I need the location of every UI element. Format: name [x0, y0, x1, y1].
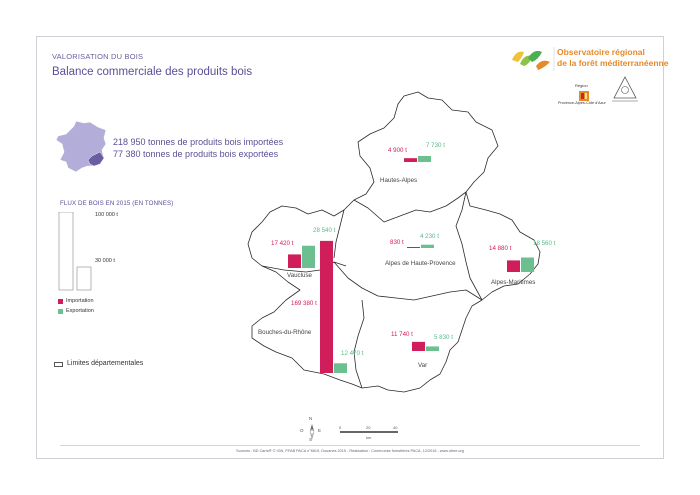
compass-east-label: E [318, 428, 322, 433]
export-bar-vaucluse [302, 245, 315, 268]
dept-label-vaucluse: Vaucluse [287, 272, 312, 279]
import-bar-vaucluse [288, 254, 301, 268]
observatory-name-line2: de la forêt méditerranéenne [557, 58, 669, 68]
observatory-logo [512, 47, 555, 71]
boundary-vaucluse-south [261, 261, 347, 273]
dept-label-alpes-maritimes: Alpes-Maritimes [491, 279, 536, 286]
export-bar-bouches-du-rhone [334, 363, 347, 373]
export-bar-hautes-alpes [418, 155, 431, 162]
scale-tick-40: 40 [393, 425, 398, 430]
compass-west-label: O [300, 428, 304, 433]
legend-import-label: Importation [66, 298, 94, 304]
legend-boundary-swatch [54, 362, 63, 367]
legend-scale-bar-low [76, 266, 92, 291]
section-kicker: VALORISATION DU BOIS [52, 52, 144, 61]
region-logo-name: Provence-Alpes-Côte d'Azur [558, 101, 606, 105]
legend-boundaries-label: Limites départementales [67, 360, 144, 367]
legend-scale-bar-high [58, 212, 74, 291]
boundary-hautes-alpes [353, 191, 467, 223]
legend-export-swatch [58, 309, 63, 314]
source-credits: Sources : BD Carto® © IGN, PFAB PACA n°6… [236, 449, 464, 453]
dept-import-value-hautes-alpes: 4 900 t [388, 147, 407, 154]
region-logo-top: Région [575, 83, 588, 88]
france-inset-map [55, 120, 107, 173]
export-bar-alpes-maritimes [521, 257, 534, 272]
boundary-vaucluse-north [333, 209, 345, 259]
scale-tick-0: 0 [339, 425, 342, 430]
summary-exported: 77 380 tonnes de produits bois exportées [113, 149, 279, 159]
boundary-alpes-maritimes [455, 191, 483, 301]
boundary-var-north [333, 261, 483, 301]
import-bar-alpes-maritimes [507, 260, 520, 272]
import-bar-alpes-haute-provence [407, 247, 420, 248]
import-bar-bouches-du-rhone [320, 240, 333, 373]
import-bar-hautes-alpes [404, 158, 417, 162]
dept-export-value-vaucluse: 28 540 t [313, 227, 336, 234]
dept-import-value-alpes-haute-provence: 830 t [390, 239, 404, 246]
dept-label-bouches-du-rhone: Bouches-du-Rhône [258, 329, 312, 336]
compass-north-label: N [309, 416, 313, 421]
legend-title: FLUX DE BOIS EN 2015 (EN TONNES) [60, 200, 174, 207]
institution-logo [612, 76, 638, 102]
compass-rose [309, 424, 315, 440]
legend-scale-low-label: 30 000 t [95, 258, 115, 264]
dept-import-value-bouches-du-rhone: 169 380 t [291, 300, 317, 307]
summary-imported: 218 950 tonnes de produits bois importée… [113, 137, 284, 147]
dept-import-value-vaucluse: 17 420 t [271, 240, 294, 247]
legend-scale-high-label: 100 000 t [95, 212, 118, 218]
dept-export-value-var: 5 830 t [434, 334, 453, 341]
import-bar-var [412, 341, 425, 351]
export-bar-var [426, 346, 439, 351]
dept-export-value-bouches-du-rhone: 12 470 t [341, 350, 364, 357]
dept-export-value-alpes-haute-provence: 4 230 t [420, 233, 439, 240]
dept-export-value-alpes-maritimes: 18 560 t [533, 240, 556, 247]
scale-tick-20: 20 [366, 425, 371, 430]
source-divider [60, 445, 640, 446]
scale-bar [340, 431, 398, 433]
boundary-var-west [353, 299, 365, 389]
region-logo [579, 91, 589, 101]
legend-export-label: Exportation [66, 308, 94, 314]
observatory-name-line1: Observatoire régional [557, 47, 645, 57]
dept-label-var: Var [418, 362, 428, 369]
dept-label-hautes-alpes: Hautes-Alpes [380, 177, 418, 184]
legend-import-swatch [58, 299, 63, 304]
dept-import-value-var: 11 740 t [391, 331, 413, 338]
dept-import-value-alpes-maritimes: 14 880 t [489, 245, 512, 252]
page-title: Balance commerciale des produits bois [52, 66, 253, 78]
dept-export-value-hautes-alpes: 7 730 t [426, 142, 445, 149]
map-frame [36, 36, 664, 459]
scale-unit: km [366, 435, 372, 440]
legend-scale-bars [58, 212, 92, 291]
export-bar-alpes-haute-provence [421, 244, 434, 248]
dept-label-alpes-haute-provence: Alpes de Haute-Provence [385, 260, 456, 267]
compass-south-label: S [309, 437, 313, 442]
